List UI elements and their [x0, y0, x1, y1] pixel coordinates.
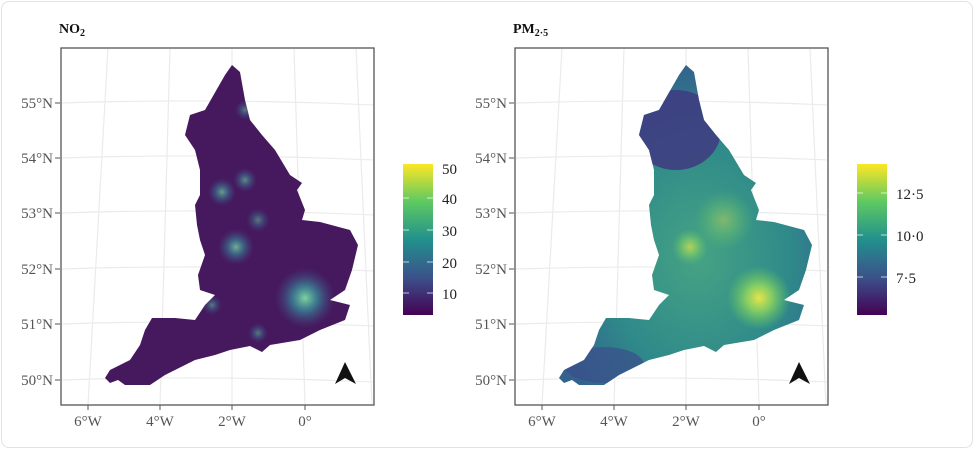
lon-label: 6°W	[528, 414, 556, 430]
lat-label: 54°N	[21, 151, 53, 167]
panel-pm25: PM2·5 55°N 54°N 53°N 52°N 51°N 50°N	[475, 22, 923, 430]
lat-label: 50°N	[21, 373, 53, 389]
lon-label: 0°	[752, 414, 766, 430]
north-arrow-icon	[335, 362, 356, 384]
legend-colorbar	[403, 164, 433, 315]
legend-tick: 12·5	[896, 187, 924, 203]
lat-label: 52°N	[475, 262, 507, 278]
lat-label: 53°N	[475, 206, 507, 222]
plot-border	[514, 47, 829, 406]
lat-label: 51°N	[21, 317, 53, 333]
legend-tick: 40	[442, 192, 457, 208]
lon-label: 6°W	[74, 414, 102, 430]
legend-tick: 10	[442, 287, 457, 303]
lat-label: 50°N	[475, 373, 507, 389]
panel-title: PM2·5	[513, 22, 548, 39]
lon-label: 4°W	[600, 414, 628, 430]
lat-label: 53°N	[21, 206, 53, 222]
lon-label: 2°W	[672, 414, 700, 430]
legend-colorbar	[857, 164, 887, 315]
panel-title: NO2	[59, 22, 85, 39]
lon-label: 2°W	[218, 414, 246, 430]
england-map-no2	[105, 65, 358, 385]
north-arrow-icon	[789, 362, 810, 384]
legend-tick: 30	[442, 224, 457, 240]
legend-tick: 7·5	[896, 271, 916, 287]
panel-no2: NO2 55°N 54°N 53°N 52°N 51°N 50°N	[21, 22, 457, 430]
lat-label: 55°N	[475, 96, 507, 112]
lat-label: 52°N	[21, 262, 53, 278]
lat-label: 54°N	[475, 151, 507, 167]
lat-label: 55°N	[21, 96, 53, 112]
lat-label: 51°N	[475, 317, 507, 333]
legend-tick: 20	[442, 256, 457, 272]
lon-label: 0°	[298, 414, 312, 430]
lon-label: 4°W	[146, 414, 174, 430]
legend-tick: 10·0	[896, 229, 924, 245]
lat-axis	[55, 102, 306, 410]
legend-tick: 50	[442, 162, 457, 178]
plot-border	[60, 47, 375, 406]
